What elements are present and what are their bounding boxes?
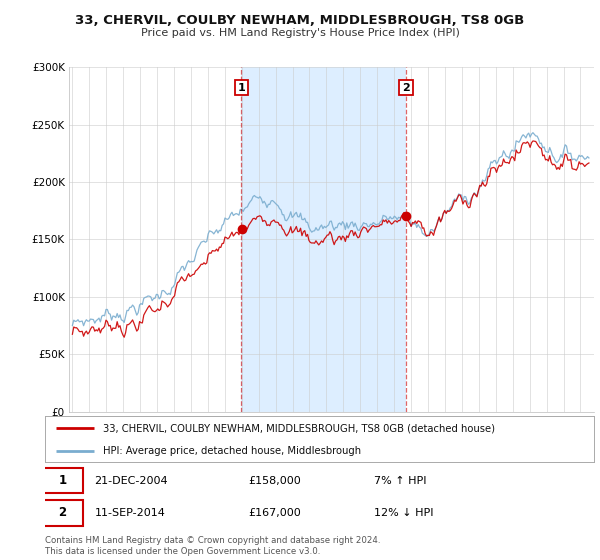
Text: 2: 2 <box>402 83 410 93</box>
Text: 11-SEP-2014: 11-SEP-2014 <box>94 508 165 518</box>
Bar <box>241 67 406 412</box>
Text: 7% ↑ HPI: 7% ↑ HPI <box>374 475 427 486</box>
Text: 33, CHERVIL, COULBY NEWHAM, MIDDLESBROUGH, TS8 0GB: 33, CHERVIL, COULBY NEWHAM, MIDDLESBROUG… <box>76 14 524 27</box>
Text: 2: 2 <box>59 506 67 519</box>
Text: 21-DEC-2004: 21-DEC-2004 <box>94 475 168 486</box>
FancyBboxPatch shape <box>42 500 83 526</box>
Text: 33, CHERVIL, COULBY NEWHAM, MIDDLESBROUGH, TS8 0GB (detached house): 33, CHERVIL, COULBY NEWHAM, MIDDLESBROUG… <box>103 424 494 434</box>
Text: 1: 1 <box>59 474 67 487</box>
Text: Price paid vs. HM Land Registry's House Price Index (HPI): Price paid vs. HM Land Registry's House … <box>140 28 460 38</box>
FancyBboxPatch shape <box>42 468 83 493</box>
Text: 12% ↓ HPI: 12% ↓ HPI <box>374 508 434 518</box>
Text: £158,000: £158,000 <box>248 475 301 486</box>
Text: Contains HM Land Registry data © Crown copyright and database right 2024.
This d: Contains HM Land Registry data © Crown c… <box>45 536 380 556</box>
Text: HPI: Average price, detached house, Middlesbrough: HPI: Average price, detached house, Midd… <box>103 446 361 456</box>
Text: £167,000: £167,000 <box>248 508 301 518</box>
Text: 1: 1 <box>238 83 245 93</box>
